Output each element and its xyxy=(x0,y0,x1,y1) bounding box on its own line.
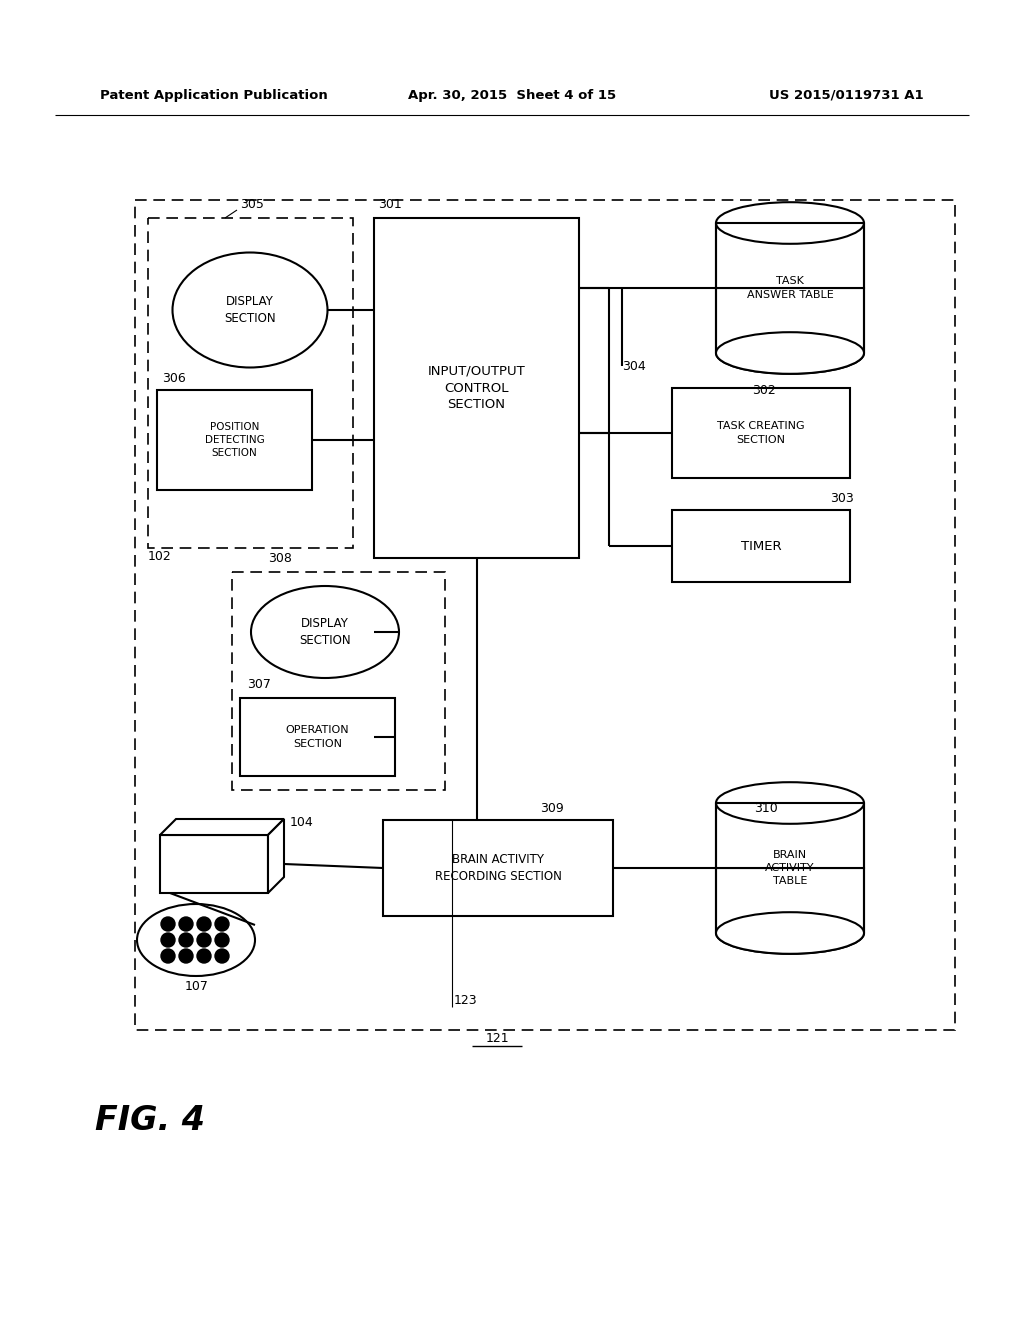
Circle shape xyxy=(215,917,229,931)
Bar xyxy=(716,288,864,352)
Bar xyxy=(374,218,579,558)
Text: 310: 310 xyxy=(754,801,778,814)
Bar xyxy=(383,820,613,916)
Circle shape xyxy=(215,949,229,964)
Text: 102: 102 xyxy=(148,549,172,562)
Text: 301: 301 xyxy=(378,198,401,211)
Circle shape xyxy=(161,949,175,964)
Circle shape xyxy=(197,949,211,964)
Ellipse shape xyxy=(172,252,328,367)
Text: US 2015/0119731 A1: US 2015/0119731 A1 xyxy=(769,88,924,102)
Text: 309: 309 xyxy=(540,801,564,814)
Bar xyxy=(148,218,353,548)
Circle shape xyxy=(161,933,175,946)
Bar xyxy=(232,572,445,789)
Circle shape xyxy=(179,949,193,964)
Circle shape xyxy=(215,933,229,946)
Text: POSITION
DETECTING
SECTION: POSITION DETECTING SECTION xyxy=(205,422,264,458)
Text: BRAIN
ACTIVITY
TABLE: BRAIN ACTIVITY TABLE xyxy=(765,850,815,886)
Text: 303: 303 xyxy=(830,491,854,504)
Circle shape xyxy=(197,917,211,931)
Bar xyxy=(716,803,864,869)
Ellipse shape xyxy=(716,202,864,244)
Polygon shape xyxy=(268,818,284,894)
Circle shape xyxy=(179,933,193,946)
Text: 302: 302 xyxy=(752,384,776,396)
Bar xyxy=(672,388,850,478)
Text: INPUT/OUTPUT
CONTROL
SECTION: INPUT/OUTPUT CONTROL SECTION xyxy=(428,364,525,412)
Circle shape xyxy=(161,917,175,931)
Ellipse shape xyxy=(137,904,255,975)
Text: FIG. 4: FIG. 4 xyxy=(95,1104,205,1137)
Text: 121: 121 xyxy=(485,1031,509,1044)
Bar xyxy=(157,389,312,490)
Ellipse shape xyxy=(716,333,864,374)
Text: 123: 123 xyxy=(454,994,477,1006)
Text: 306: 306 xyxy=(162,371,185,384)
Text: 305: 305 xyxy=(240,198,264,211)
Ellipse shape xyxy=(716,783,864,824)
Text: 107: 107 xyxy=(185,979,209,993)
Text: 308: 308 xyxy=(268,552,292,565)
Text: TIMER: TIMER xyxy=(740,540,781,553)
Polygon shape xyxy=(160,818,284,836)
Text: 104: 104 xyxy=(290,816,313,829)
Text: 307: 307 xyxy=(247,677,271,690)
Bar xyxy=(716,223,864,288)
Text: 304: 304 xyxy=(622,359,646,372)
Ellipse shape xyxy=(251,586,399,678)
Text: Patent Application Publication: Patent Application Publication xyxy=(100,88,328,102)
Bar xyxy=(672,510,850,582)
Text: Apr. 30, 2015  Sheet 4 of 15: Apr. 30, 2015 Sheet 4 of 15 xyxy=(408,88,616,102)
Text: TASK CREATING
SECTION: TASK CREATING SECTION xyxy=(717,421,805,445)
Bar xyxy=(135,201,955,1030)
Text: TASK
ANSWER TABLE: TASK ANSWER TABLE xyxy=(746,276,834,300)
Text: DISPLAY
SECTION: DISPLAY SECTION xyxy=(224,294,275,325)
Text: BRAIN ACTIVITY
RECORDING SECTION: BRAIN ACTIVITY RECORDING SECTION xyxy=(434,853,561,883)
Bar xyxy=(240,698,395,776)
Circle shape xyxy=(179,917,193,931)
Bar xyxy=(716,869,864,933)
Circle shape xyxy=(197,933,211,946)
Text: DISPLAY
SECTION: DISPLAY SECTION xyxy=(299,616,351,647)
Ellipse shape xyxy=(716,912,864,954)
Text: OPERATION
SECTION: OPERATION SECTION xyxy=(286,726,349,748)
Bar xyxy=(160,836,268,894)
